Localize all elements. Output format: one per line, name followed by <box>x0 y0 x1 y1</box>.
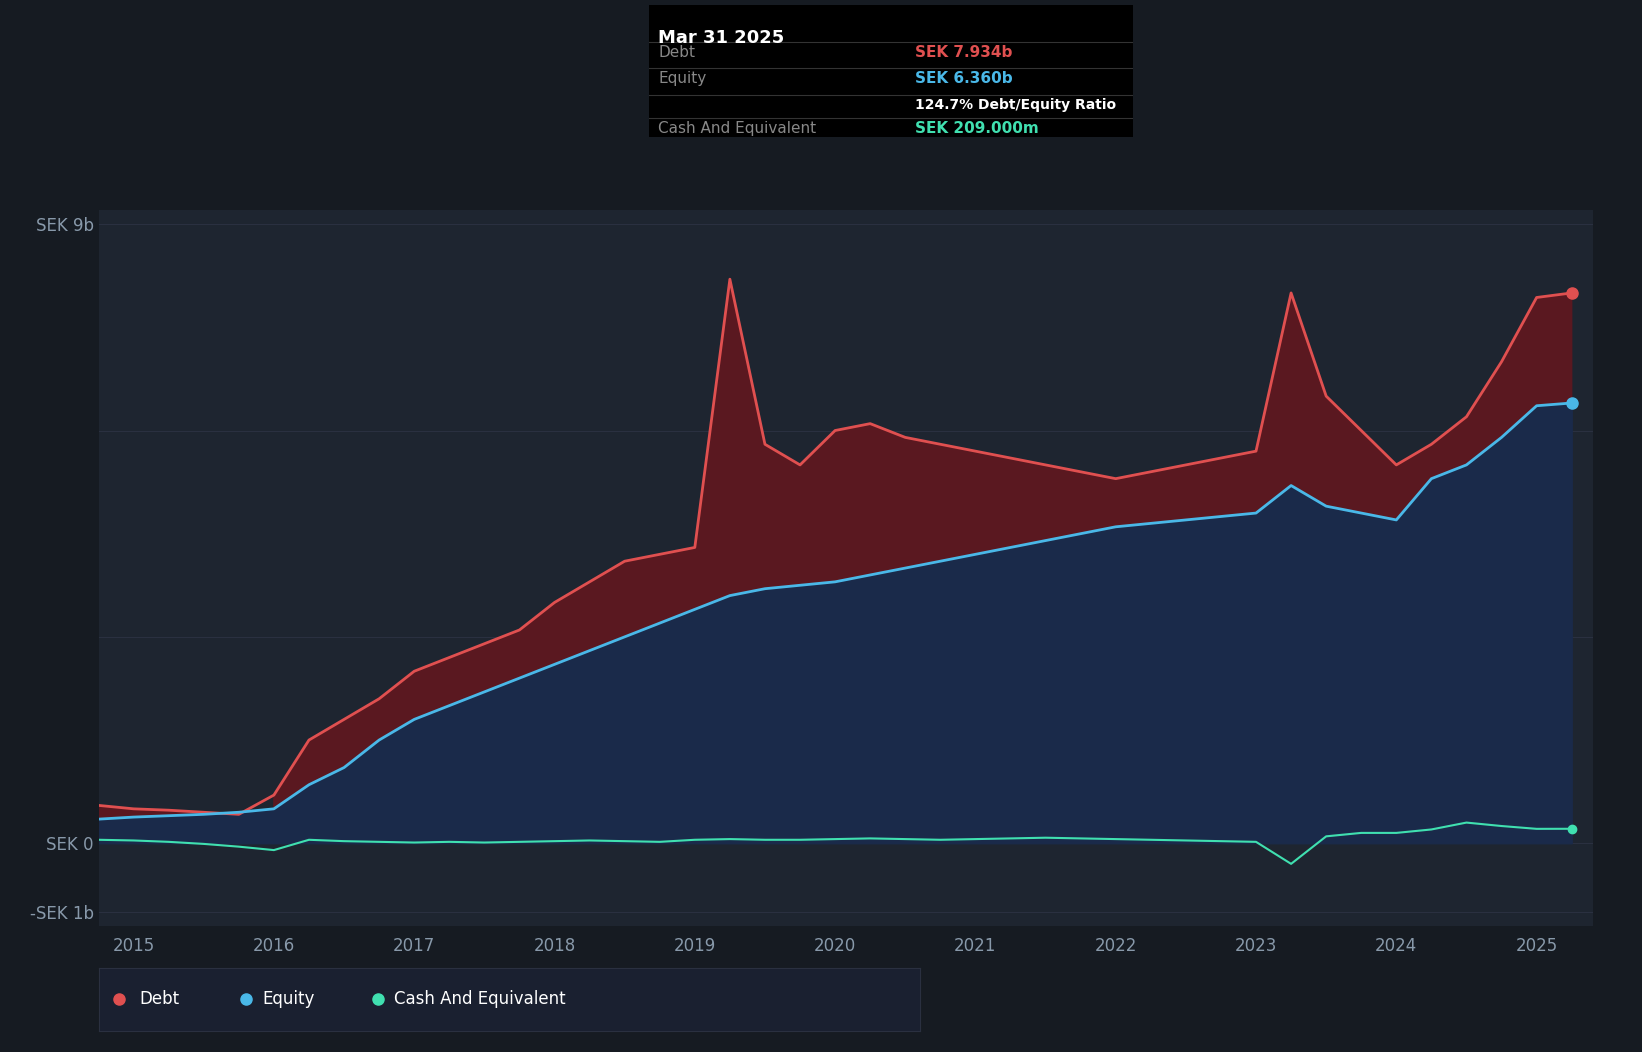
Text: Debt: Debt <box>140 990 179 1009</box>
Text: SEK 209.000m: SEK 209.000m <box>915 121 1039 137</box>
Text: Debt: Debt <box>658 45 695 60</box>
Text: Mar 31 2025: Mar 31 2025 <box>658 28 785 47</box>
Text: Equity: Equity <box>263 990 315 1009</box>
Text: SEK 7.934b: SEK 7.934b <box>915 45 1013 60</box>
Text: Equity: Equity <box>658 72 706 86</box>
Text: Cash And Equivalent: Cash And Equivalent <box>394 990 566 1009</box>
Text: 124.7% Debt/Equity Ratio: 124.7% Debt/Equity Ratio <box>915 98 1117 113</box>
Text: SEK 6.360b: SEK 6.360b <box>915 72 1013 86</box>
Text: Cash And Equivalent: Cash And Equivalent <box>658 121 816 137</box>
